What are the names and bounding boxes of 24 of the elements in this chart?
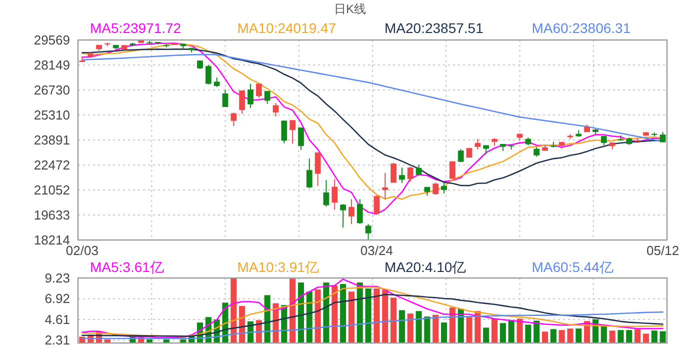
y-tick-label: 29569 (34, 32, 70, 48)
x-tick-label: 03/24 (360, 243, 393, 258)
y-tick-label: 23891 (34, 132, 70, 148)
y-tick-label: 2.31 (44, 332, 70, 348)
chart-subtitle: 日K线 (334, 2, 366, 16)
y-tick-label: 4.61 (44, 312, 70, 327)
series-label: MA5:23971.72 (90, 20, 182, 36)
y-tick-label: 19633 (34, 208, 70, 222)
y-tick-label: 25310 (34, 108, 70, 123)
series-label: MA10:24019.47 (237, 20, 336, 36)
y-tick-label: 26730 (34, 82, 70, 98)
text: MA60:23806.31 (532, 20, 631, 36)
series-label: MA20:4.10亿 (384, 259, 466, 275)
series-label: MA10:3.91亿 (237, 259, 319, 275)
y-tick-label: 6.92 (44, 291, 70, 306)
line-series (82, 311, 664, 340)
text: MA20:23857.51 (384, 20, 484, 36)
text: MA60:5.44亿 (532, 259, 614, 275)
y-tick-label: 28149 (34, 58, 70, 73)
y-tick-label: 22472 (34, 158, 70, 172)
text: MA5:3.61亿 (90, 259, 164, 275)
y-tick-label: 9.23 (44, 270, 70, 286)
y-tick-label: 21052 (34, 182, 70, 198)
x-tick-label: 05/12 (646, 243, 680, 258)
